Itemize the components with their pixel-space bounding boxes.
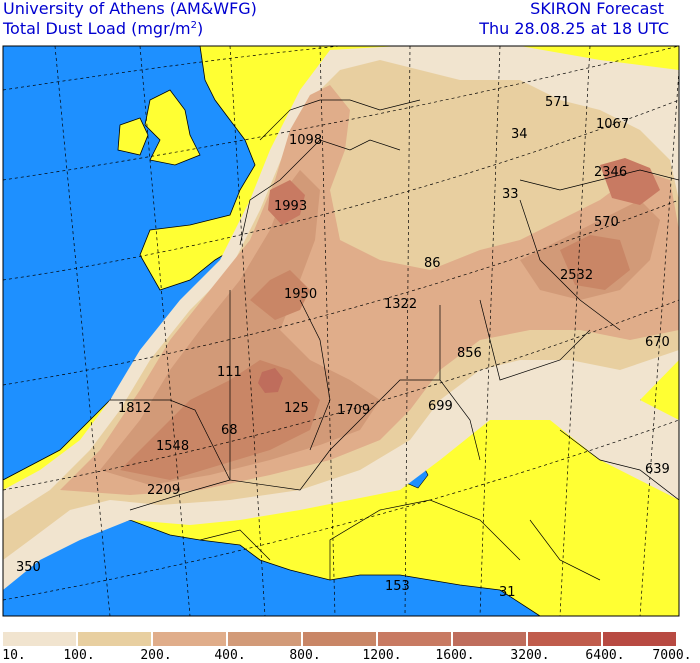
dust-level-5b [250,270,310,320]
value-label: 570 [594,215,619,230]
value-label: 1548 [156,439,189,454]
valid-time: Thu 28.08.25 at 18 UTC [479,19,669,38]
graticule-line [3,199,679,386]
legend-tick: 3200. [510,648,550,663]
variable-text: Total Dust Load (mgr/m [3,19,191,38]
border-line [519,199,621,331]
graticule-line [639,69,679,616]
dust-contours [3,46,679,590]
value-label: 2346 [594,165,627,180]
border-line [199,529,271,561]
graticule-line [319,46,336,616]
map-frame [2,45,680,617]
value-label: 68 [221,423,238,438]
country-borders [110,99,679,581]
graticule [3,46,679,616]
dust-level-6 [268,180,305,225]
border-line [329,499,521,580]
border-line [479,299,591,381]
graticule-line [3,99,679,281]
variable-close: ) [197,19,204,38]
graticule-line [479,46,501,616]
legend-swatch-4 [228,632,301,646]
value-label: 1950 [284,287,317,302]
graticule-line [3,46,341,91]
legend-tick: 800. [289,648,321,663]
variable-title: Total Dust Load (mgr/m2) [3,20,203,38]
value-label: 1067 [596,117,629,132]
border-line [519,169,679,191]
border-line [529,519,601,581]
value-label: 33 [502,187,519,202]
legend-tick: 10. [2,648,26,663]
institution-title: University of Athens (AM&WFG) [3,0,257,18]
legend-tick: 1600. [435,648,475,663]
graticule-line [3,46,679,181]
value-label: 1812 [118,401,151,416]
legend-swatch-5 [303,632,376,646]
legend-swatch-6 [378,632,451,646]
value-label: 2532 [560,268,593,283]
value-label: 571 [545,95,570,110]
product-title: SKIRON Forecast [530,0,664,18]
value-label: 1993 [274,199,307,214]
legend-tick: 1200. [362,648,402,663]
value-label: 34 [511,127,528,142]
value-label: 125 [284,401,309,416]
border-line [110,399,231,511]
graticule-line [404,46,411,616]
legend-tick: 6400. [585,648,625,663]
border-line [439,305,481,461]
land-ireland [117,117,149,156]
legend-swatch-7 [453,632,526,646]
legend-swatch-8 [528,632,601,646]
dust-level-7 [258,368,283,393]
graticule-line [559,46,591,616]
border-line [239,139,401,246]
graticule-line [139,46,191,616]
value-label: 670 [645,335,670,350]
legend-swatch-3 [153,632,226,646]
variable-exponent: 2 [190,20,197,31]
value-label: 153 [385,579,410,594]
value-label: 1098 [289,133,322,148]
value-labels: 571 1067 34 1098 2346 33 1993 570 86 253… [16,95,670,600]
value-label: 1709 [337,403,370,418]
graticule-line [3,419,679,601]
value-label: 86 [424,256,441,271]
graticule-line [3,299,679,491]
graticule-line [229,46,266,616]
legend-swatch-1 [3,632,76,646]
dust-level-6b [600,158,660,205]
value-label: 350 [16,560,41,575]
value-label: 856 [457,346,482,361]
border-line [259,99,421,141]
land-britain [144,89,201,166]
border-line [229,290,440,491]
border-line [299,299,331,451]
legend-tick: 7000. [652,648,692,663]
value-label: 111 [217,365,242,380]
dust-level-5c [560,235,630,290]
value-label: 2209 [147,483,180,498]
legend-swatch-9 [603,632,676,646]
legend-tick: 100. [63,648,95,663]
border-line [559,429,679,501]
legend-tick: 200. [140,648,172,663]
legend-tick: 400. [214,648,246,663]
value-label: 31 [499,585,516,600]
value-label: 639 [645,462,670,477]
value-label: 699 [428,399,453,414]
legend-swatch-2 [78,632,151,646]
value-label: 1322 [384,297,417,312]
